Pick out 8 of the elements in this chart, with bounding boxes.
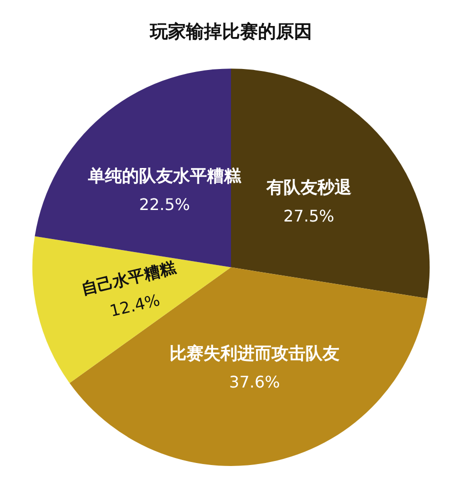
chart-title: 玩家输掉比赛的原因 — [149, 22, 312, 42]
data-label: 12.4% — [108, 290, 162, 321]
slice-label: 比赛失利进而攻击队友 — [170, 344, 340, 364]
data-label: 22.5% — [139, 194, 190, 214]
data-label: 27.5% — [283, 206, 334, 226]
slice-label: 有队友秒退 — [265, 178, 352, 198]
data-label: 37.6% — [229, 372, 280, 392]
slice-label: 单纯的队友水平糟糕 — [87, 166, 242, 186]
